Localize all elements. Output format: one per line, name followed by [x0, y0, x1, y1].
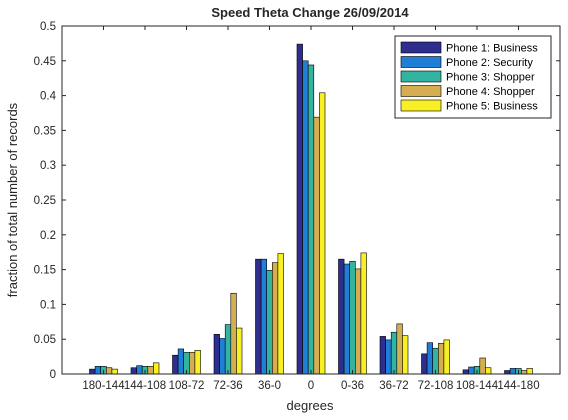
bars-layer: [89, 43, 533, 375]
bar-series-5-36-0: [277, 253, 284, 375]
y-axis-ticks: 0 0.05 0.1 0.15 0.2 0.25 0.3 0.35 0.4 0.45 0.5: [34, 21, 560, 381]
y-tick-label: 0.35: [34, 125, 56, 137]
bar-series-2-36-0: [260, 258, 268, 375]
legend-swatch: [400, 56, 442, 68]
bar-series-2-108-72: [177, 348, 185, 375]
bar-series-1-72-108: [421, 353, 428, 375]
legend: Phone 1: Business Phone 2: Security Phone …: [394, 35, 552, 119]
bar-series-2-72-36: [219, 338, 226, 375]
bar-series-4-36-72: [396, 323, 403, 375]
chart-title: Speed Theta Change 26/09/2014: [211, 5, 409, 20]
x-tick-label: 72-108: [418, 380, 454, 392]
bar-series-4-72-36: [230, 292, 237, 375]
legend-label: Phone 3: Shopper: [446, 72, 535, 84]
bar-series-2-0: [302, 60, 309, 375]
y-tick-label: 0.4: [40, 91, 57, 103]
bar-series-5-108-72: [194, 350, 201, 375]
bar-series-5-0-36: [360, 252, 367, 375]
bar-series-4-108-144: [479, 357, 486, 375]
bar-series-2-0-36: [343, 263, 351, 375]
x-tick-label: 0: [308, 380, 314, 392]
bar-series-2-108-144: [468, 366, 475, 375]
bar-series-4-108-72: [189, 352, 196, 375]
legend-label: Phone 4: Shopper: [446, 86, 535, 98]
bar-series-1-0-36: [338, 258, 345, 375]
bar-series-1-108-144: [462, 369, 469, 375]
y-tick-label: 0.05: [34, 334, 56, 346]
bar-series-4-72-108: [437, 343, 445, 375]
bar-series-4-144-108: [147, 366, 154, 375]
legend-swatch: [400, 41, 442, 54]
y-tick-label: 0.2: [40, 230, 56, 242]
bar-series-1-108-72: [172, 354, 179, 375]
x-tick-label: 108-144: [456, 380, 499, 392]
bar-series-5-0: [319, 92, 326, 375]
legend-swatch: [400, 99, 442, 112]
bar-series-3-72-36: [224, 324, 232, 375]
x-tick-label: 144-108: [124, 380, 166, 392]
bar-series-2-72-108: [426, 342, 434, 375]
x-tick-label: 180-144: [82, 380, 125, 392]
y-tick-label: 0.3: [40, 160, 56, 172]
x-tick-label: 144-180: [497, 380, 539, 392]
x-tick-label: 72-36: [213, 380, 242, 392]
bar-series-1-144-180: [504, 370, 511, 375]
bar-series-1-36-72: [379, 336, 386, 375]
bar-series-1-144-108: [130, 367, 137, 375]
legend-label: Phone 2: Security: [446, 57, 533, 69]
x-tick-label: 36-0: [258, 380, 281, 392]
bar-series-4-0-36: [354, 268, 362, 375]
bar-series-4-144-180: [520, 370, 528, 375]
legend-label: Phone 1: Business: [446, 43, 538, 55]
y-tick-label: 0.5: [40, 21, 56, 33]
bar-series-4-180-144: [106, 367, 113, 375]
bar-series-2-36-72: [385, 339, 392, 375]
bar-series-4-0: [313, 116, 320, 375]
x-tick-label: 108-72: [169, 380, 205, 392]
y-tick-label: 0: [50, 369, 56, 381]
y-tick-label: 0.45: [34, 56, 56, 68]
bar-series-2-144-108: [136, 365, 143, 375]
legend-swatch: [400, 70, 442, 83]
bar-series-1-36-0: [255, 258, 262, 375]
bar-series-4-36-0: [271, 262, 279, 375]
bar-series-2-180-144: [94, 366, 101, 375]
bar-series-5-180-144: [111, 368, 118, 375]
x-axis-label: degrees: [287, 398, 334, 413]
y-axis-label: fraction of total number of records: [5, 102, 20, 297]
bar-series-5-36-72: [402, 335, 409, 375]
y-tick-label: 0.15: [34, 265, 56, 277]
bar-series-1-72-36: [213, 334, 220, 375]
bar-series-1-180-144: [89, 368, 96, 375]
bar-series-2-144-180: [509, 368, 517, 375]
legend-swatch: [400, 85, 442, 97]
legend-label: Phone 5: Business: [446, 101, 538, 113]
bar-series-5-144-180: [526, 368, 533, 375]
bar-series-5-72-108: [443, 339, 450, 375]
bar-series-3-0-36: [349, 260, 356, 375]
bar-series-3-36-0: [266, 269, 273, 375]
y-tick-label: 0.25: [34, 195, 56, 207]
y-tick-label: 0.1: [40, 299, 56, 311]
bar-series-5-108-144: [485, 367, 492, 375]
bar-series-3-0: [307, 64, 315, 375]
bar-series-5-72-36: [236, 327, 243, 375]
bar-series-5-144-108: [153, 362, 160, 375]
x-tick-label: 36-72: [379, 380, 408, 392]
x-tick-label: 0-36: [341, 380, 364, 392]
x-axis-ticks: 180-144 144-108 108-72 72-36 36-0 0 0-36 36-72 7…: [82, 26, 540, 392]
bar-series-3-36-72: [390, 331, 398, 375]
bar-series-1-0: [296, 43, 303, 375]
